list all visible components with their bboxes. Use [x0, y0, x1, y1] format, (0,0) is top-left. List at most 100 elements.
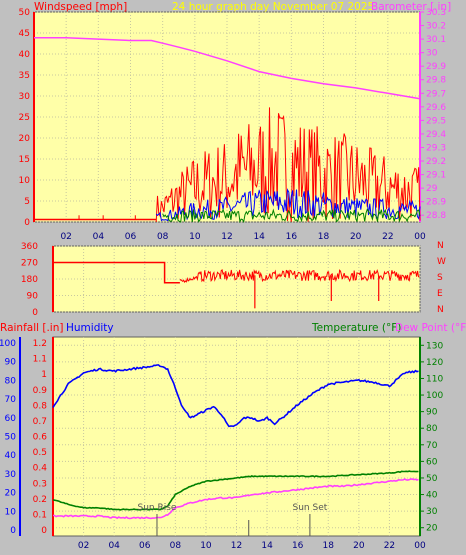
barometer-tick: 30 [426, 49, 438, 59]
rainfall-tick: 0.2 [33, 495, 47, 505]
compass-letter: E [437, 289, 443, 299]
temperature-tick: 30 [426, 507, 438, 517]
x-tick: 16 [286, 232, 298, 242]
humidity-tick: 10 [5, 507, 17, 517]
direction-steady-series [53, 261, 180, 284]
barometer-tick: 28.8 [426, 211, 446, 221]
temperature-tick: 80 [426, 424, 438, 434]
x-tick: 14 [253, 232, 265, 242]
humidity-tick: 50 [5, 433, 17, 443]
rainfall-tick: 0 [41, 526, 47, 536]
rainfall-tick: 0.3 [33, 479, 47, 489]
humidity-axis-label: Humidity [66, 322, 114, 334]
x-tick: 22 [382, 232, 393, 242]
humidity-tick: 40 [5, 451, 17, 461]
barometer-tick: 28.9 [426, 198, 446, 208]
barometer-tick: 29.6 [426, 103, 446, 113]
barometer-tick: 29.2 [426, 157, 446, 167]
windspeed-tick: 10 [19, 176, 31, 186]
climate-panel-axes: 2030405060708090100110120130010203040506… [0, 337, 443, 536]
barometer-tick: 29.5 [426, 116, 446, 126]
compass-letter: N [437, 241, 444, 251]
windspeed-tick: 50 [19, 8, 31, 18]
temperature-tick: 40 [426, 491, 438, 501]
rainfall-tick: 0.5 [33, 448, 47, 458]
x-tick: 04 [108, 541, 120, 551]
windspeed-axis-label: Windspeed [mph] [34, 1, 127, 13]
compass-letter: S [437, 273, 443, 283]
windspeed-tick: 20 [19, 134, 31, 144]
wind-panel-x-ticks: 02 04 06 08 10 12 14 16 18 20 22 00 [60, 232, 426, 242]
rainfall-tick: 0.1 [33, 510, 47, 520]
windspeed-tick: 25 [19, 113, 30, 123]
rainfall-tick: 0.7 [33, 417, 47, 427]
sun-annotation: Sun Set [293, 503, 328, 513]
rainfall-tick: 0.6 [33, 433, 48, 443]
direction-tick: 90 [27, 292, 39, 302]
rainfall-tick: 0.8 [33, 401, 48, 411]
x-tick: 22 [384, 541, 395, 551]
direction-noisy-series [179, 268, 420, 284]
x-tick: 18 [318, 232, 330, 242]
windspeed-tick: 5 [24, 197, 30, 207]
x-tick: 10 [200, 541, 212, 551]
humidity-tick: 20 [5, 489, 17, 499]
x-tick: 20 [350, 232, 362, 242]
windspeed-tick: 35 [19, 71, 30, 81]
direction-tick: 270 [21, 259, 38, 269]
rainfall-tick: 0.9 [33, 386, 48, 396]
x-tick: 12 [231, 541, 242, 551]
x-tick: 08 [157, 232, 169, 242]
barometer-tick: 29.7 [426, 89, 446, 99]
x-tick: 08 [170, 541, 182, 551]
x-tick: 14 [261, 541, 273, 551]
windspeed-tick: 40 [19, 50, 31, 60]
x-tick: 18 [323, 541, 335, 551]
direction-panel-axes: 0 90 180 270 360 [21, 242, 54, 318]
climate-panel-grid [53, 337, 421, 536]
windspeed-tick: 0 [24, 218, 30, 228]
barometer-tick: 29.9 [426, 62, 446, 72]
climate-panel-x-ticks: 02 04 06 08 10 12 14 16 18 20 22 00 [78, 541, 426, 551]
barometer-series [34, 36, 421, 100]
humidity-tick: 100 [0, 339, 16, 349]
barometer-tick: 29.4 [426, 130, 446, 140]
temperature-tick: 60 [426, 457, 438, 467]
wind-gust-series [155, 107, 421, 223]
wind-panel-plot [34, 36, 421, 224]
dewpoint-series [53, 478, 419, 520]
dewpoint-axis-label: Dew Point (°F) [395, 322, 466, 334]
barometer-tick: 29.1 [426, 171, 446, 181]
compass-letter: N [437, 305, 444, 315]
windspeed-tick: 30 [19, 92, 31, 102]
humidity-tick: 60 [5, 414, 17, 424]
temperature-tick: 130 [426, 341, 443, 351]
barometer-tick: 30.2 [426, 22, 446, 32]
x-tick: 12 [221, 232, 232, 242]
humidity-tick: 90 [5, 358, 17, 368]
x-tick: 04 [93, 232, 105, 242]
barometer-tick: 29.3 [426, 143, 446, 153]
humidity-tick: 30 [5, 470, 17, 480]
x-tick: 00 [414, 541, 426, 551]
temperature-tick: 110 [426, 374, 443, 384]
windspeed-tick: 45 [19, 29, 30, 39]
barometer-tick: 29 [426, 184, 438, 194]
barometer-axis-label: Barometer [.in] [371, 1, 451, 13]
temperature-tick: 100 [426, 391, 443, 401]
barometer-tick: 29.8 [426, 76, 446, 86]
temperature-tick: 90 [426, 408, 438, 418]
windspeed-tick: 15 [19, 155, 30, 165]
wind-low-series [162, 208, 421, 224]
temperature-tick: 50 [426, 474, 438, 484]
rainfall-tick: 1.2 [33, 339, 47, 349]
barometer-tick: 30.3 [426, 8, 446, 18]
x-tick: 00 [414, 232, 426, 242]
rainfall-axis-label: Rainfall [.in] [0, 322, 63, 334]
compass-letter: W [437, 257, 446, 267]
temperature-tick: 120 [426, 358, 443, 368]
wind-panel-axes: 0 5 10 15 20 25 30 35 40 45 50 28.8 28.9 29 29.1 29.2 29… [19, 8, 447, 228]
climate-panel-plot: Sun Rise Sun Set [52, 364, 419, 536]
